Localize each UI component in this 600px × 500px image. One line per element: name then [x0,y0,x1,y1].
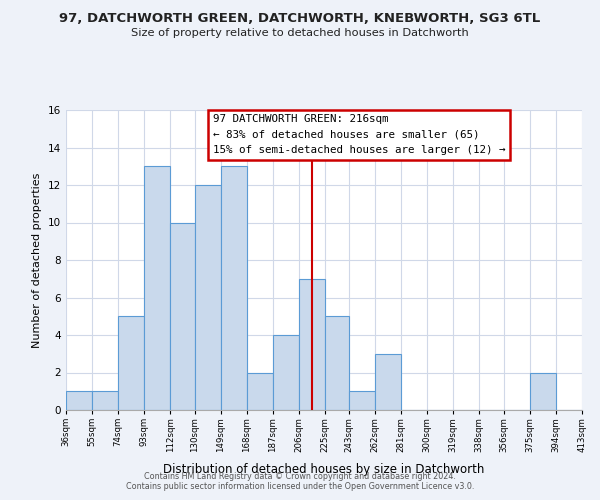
Y-axis label: Number of detached properties: Number of detached properties [32,172,43,348]
Bar [221,166,247,410]
Bar [92,391,118,410]
Text: 97 DATCHWORTH GREEN: 216sqm
← 83% of detached houses are smaller (65)
15% of sem: 97 DATCHWORTH GREEN: 216sqm ← 83% of det… [213,114,506,155]
Text: Contains HM Land Registry data © Crown copyright and database right 2024.: Contains HM Land Registry data © Crown c… [144,472,456,481]
Bar [144,166,170,410]
Bar [194,185,221,410]
Text: Size of property relative to detached houses in Datchworth: Size of property relative to detached ho… [131,28,469,38]
Text: 97, DATCHWORTH GREEN, DATCHWORTH, KNEBWORTH, SG3 6TL: 97, DATCHWORTH GREEN, DATCHWORTH, KNEBWO… [59,12,541,26]
Bar [170,222,194,410]
Bar [66,391,92,410]
Bar [349,391,376,410]
Bar [247,372,272,410]
Bar [376,354,401,410]
X-axis label: Distribution of detached houses by size in Datchworth: Distribution of detached houses by size … [163,463,485,476]
Text: Contains public sector information licensed under the Open Government Licence v3: Contains public sector information licen… [126,482,474,491]
Bar [272,335,299,410]
Bar [530,372,556,410]
Bar [118,316,144,410]
Bar [325,316,349,410]
Bar [299,279,325,410]
